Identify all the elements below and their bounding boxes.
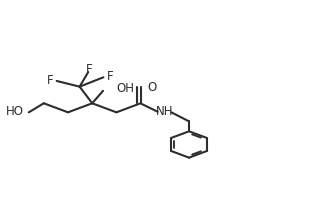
Text: F: F xyxy=(86,63,93,76)
Text: F: F xyxy=(47,74,53,87)
Text: O: O xyxy=(147,81,157,94)
Text: HO: HO xyxy=(6,105,24,118)
Text: F: F xyxy=(107,70,114,83)
Text: NH: NH xyxy=(156,105,173,117)
Text: OH: OH xyxy=(116,82,134,95)
